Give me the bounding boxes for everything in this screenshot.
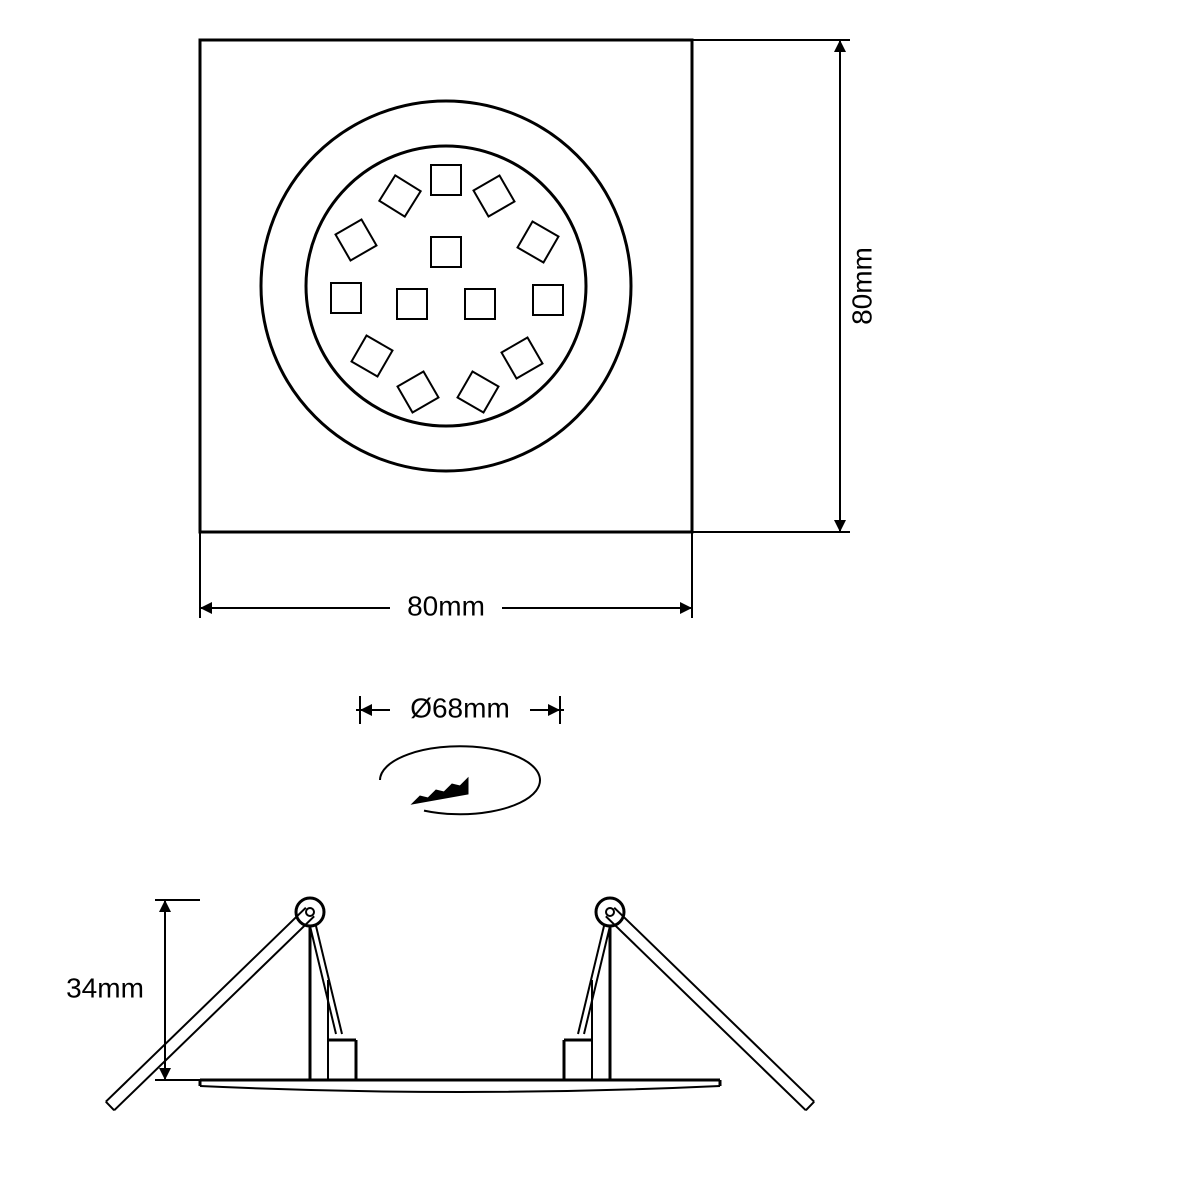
led-chip xyxy=(465,289,495,319)
led-chip xyxy=(397,289,427,319)
led-chip xyxy=(474,176,515,217)
dim-depth-label: 34mm xyxy=(66,972,144,1003)
dim-height-label: 80mm xyxy=(846,247,877,325)
top-view xyxy=(200,40,692,532)
technical-drawing: 80mm 80mm Ø68mm 34mm xyxy=(0,0,1200,1200)
saw-icon xyxy=(412,778,468,804)
cutout-hole-icon xyxy=(380,746,540,814)
led-chip xyxy=(398,372,439,413)
led-chip xyxy=(379,175,420,216)
led-chip xyxy=(533,285,563,315)
side-view xyxy=(106,898,814,1110)
led-chip xyxy=(502,338,543,379)
fixture-square xyxy=(200,40,692,532)
led-chip xyxy=(336,220,377,261)
led-chip xyxy=(352,336,393,377)
dim-cutout-label: Ø68mm xyxy=(410,692,510,723)
bezel-outer-circle xyxy=(261,101,631,471)
led-chip xyxy=(331,283,361,313)
led-chip xyxy=(518,222,559,263)
led-chip xyxy=(431,165,461,195)
led-chip xyxy=(431,237,461,267)
led-chip xyxy=(458,372,499,413)
dim-width-label: 80mm xyxy=(407,590,485,621)
